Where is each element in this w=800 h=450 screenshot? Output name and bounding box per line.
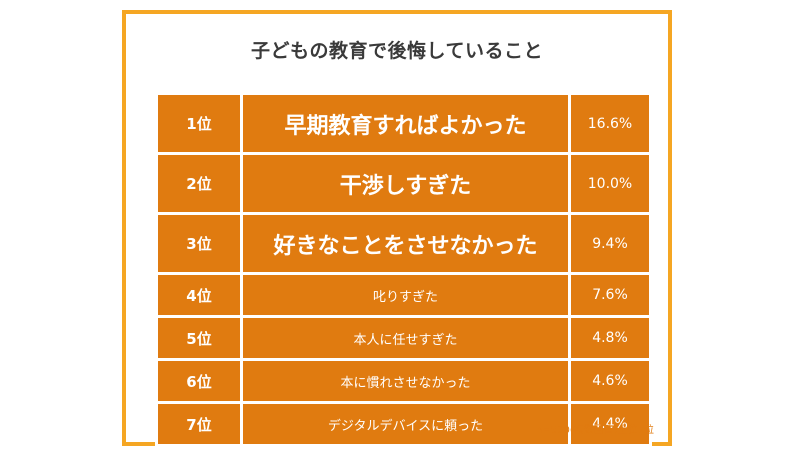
rank-cell: 7位 xyxy=(155,401,243,447)
table-row: 7位 デジタルデバイスに頼った 4.4% xyxy=(155,401,652,447)
percent-cell: 4.4% xyxy=(568,401,652,447)
rank-cell: 5位 xyxy=(155,315,243,361)
percent-cell: 16.6% xyxy=(568,92,652,155)
item-cell: 本人に任せすぎた xyxy=(240,315,571,361)
percent-cell: 7.6% xyxy=(568,272,652,318)
rank-cell: 4位 xyxy=(155,272,243,318)
item-cell: 干渉しすぎた xyxy=(240,152,571,215)
table-row: 4位 叱りすぎた 7.6% xyxy=(155,272,652,318)
title-wrap: 子どもの教育で後悔していること xyxy=(126,36,668,67)
chart-title: 子どもの教育で後悔していること xyxy=(241,36,553,67)
table-row: 6位 本に慣れさせなかった 4.6% xyxy=(155,358,652,404)
table-row: 5位 本人に任せすぎた 4.8% xyxy=(155,315,652,361)
percent-cell: 9.4% xyxy=(568,212,652,275)
percent-cell: 4.8% xyxy=(568,315,652,361)
item-cell: 早期教育すればよかった xyxy=(240,92,571,155)
rank-cell: 6位 xyxy=(155,358,243,404)
percent-cell: 4.6% xyxy=(568,358,652,404)
ranking-table: 1位 早期教育すればよかった 16.6% 2位 干渉しすぎた 10.0% 3位 … xyxy=(155,92,652,447)
chart-title-text: 子どもの教育で後悔していること xyxy=(251,40,543,62)
chart-frame: 子どもの教育で後悔していること 1位 早期教育すればよかった 16.6% 2位 … xyxy=(122,10,672,447)
sample-note: n=500(複数回答)上位7位 xyxy=(536,425,654,436)
rank-cell: 3位 xyxy=(155,212,243,275)
table-row: 2位 干渉しすぎた 10.0% xyxy=(155,152,652,215)
rank-cell: 1位 xyxy=(155,92,243,155)
item-cell: 好きなことをさせなかった xyxy=(240,212,571,275)
rank-cell: 2位 xyxy=(155,152,243,215)
item-cell: デジタルデバイスに頼った xyxy=(240,401,571,447)
table-row: 1位 早期教育すればよかった 16.6% xyxy=(155,92,652,155)
percent-cell: 10.0% xyxy=(568,152,652,215)
item-cell: 叱りすぎた xyxy=(240,272,571,318)
item-cell: 本に慣れさせなかった xyxy=(240,358,571,404)
table-row: 3位 好きなことをさせなかった 9.4% xyxy=(155,212,652,275)
